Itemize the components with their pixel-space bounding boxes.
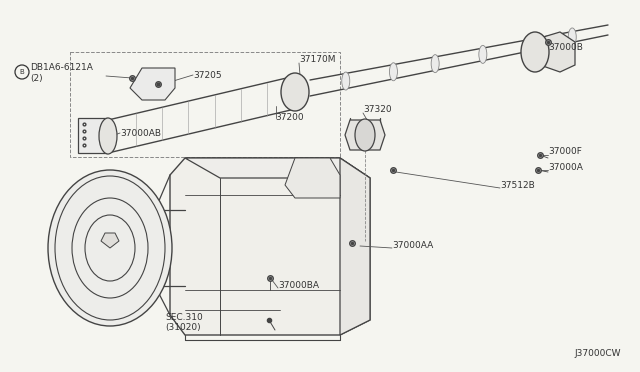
Bar — [70, 52, 340, 157]
Ellipse shape — [389, 63, 397, 81]
Polygon shape — [78, 118, 108, 153]
Text: 37320: 37320 — [363, 106, 392, 115]
Polygon shape — [170, 158, 370, 335]
Text: (2): (2) — [30, 74, 43, 83]
Text: DB1A6-6121A: DB1A6-6121A — [30, 64, 93, 73]
Polygon shape — [130, 68, 175, 100]
Ellipse shape — [521, 32, 549, 72]
Ellipse shape — [48, 170, 172, 326]
Polygon shape — [285, 158, 340, 198]
Text: 37000A: 37000A — [548, 164, 583, 173]
Text: B: B — [20, 69, 24, 75]
Ellipse shape — [431, 55, 439, 73]
Text: 37170M: 37170M — [299, 55, 335, 64]
Text: 37200: 37200 — [275, 113, 303, 122]
Ellipse shape — [355, 119, 375, 151]
Polygon shape — [185, 158, 370, 178]
Text: J37000CW: J37000CW — [574, 350, 621, 359]
Ellipse shape — [342, 72, 349, 90]
Ellipse shape — [568, 28, 576, 46]
Polygon shape — [340, 158, 370, 335]
Text: 37000B: 37000B — [548, 42, 583, 51]
Polygon shape — [540, 32, 575, 72]
Ellipse shape — [99, 118, 117, 154]
Text: 37000AB: 37000AB — [120, 128, 161, 138]
Text: 37000BA: 37000BA — [278, 280, 319, 289]
Text: 37000F: 37000F — [548, 148, 582, 157]
Ellipse shape — [527, 36, 534, 54]
Text: SEC.310
(31020): SEC.310 (31020) — [165, 313, 203, 333]
Ellipse shape — [281, 73, 309, 111]
Polygon shape — [345, 120, 385, 150]
Text: 37000AA: 37000AA — [392, 241, 433, 250]
Ellipse shape — [479, 45, 487, 63]
Text: 37205: 37205 — [193, 71, 221, 80]
Polygon shape — [101, 233, 119, 248]
Text: 37512B: 37512B — [500, 180, 535, 189]
